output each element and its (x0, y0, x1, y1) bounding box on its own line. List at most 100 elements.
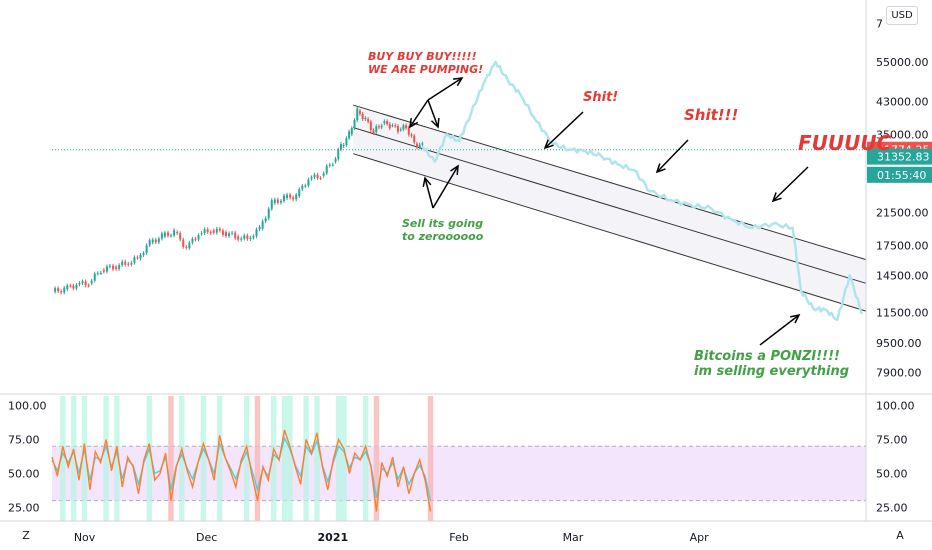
oscillator-overbought-highlight (103, 396, 109, 521)
candle-body (407, 127, 410, 135)
channel-line-1[interactable] (353, 104, 867, 261)
candle-body (396, 126, 399, 132)
zoom-button[interactable]: Z (22, 529, 30, 542)
candle-body (380, 125, 383, 128)
oscillator-oversold-highlight (254, 396, 261, 521)
candle-body (375, 126, 378, 132)
candle-body (209, 231, 212, 234)
candle-body (310, 177, 313, 179)
arrow-ponzi (759, 314, 800, 346)
candle-body (261, 221, 264, 229)
candle-body (270, 200, 273, 209)
price-pane[interactable] (52, 60, 867, 321)
oscillator-oversold-highlight (168, 396, 174, 521)
candle-body (386, 121, 389, 125)
candle-body (388, 124, 391, 129)
auto-scale-button[interactable]: A (896, 529, 904, 542)
candle-body (234, 232, 237, 239)
channel-line-3[interactable] (353, 153, 867, 312)
candle-body (316, 174, 319, 179)
candle-body (78, 283, 81, 285)
arrow-shit-2-head (655, 163, 666, 174)
projection-line[interactable] (421, 60, 864, 321)
candle-body (136, 257, 139, 259)
price-tick-label: 9500.00 (876, 337, 922, 350)
currency-button[interactable]: USD (886, 6, 918, 25)
arrow-buy-1 (409, 99, 429, 128)
candle-body (337, 149, 340, 159)
candle-body (339, 144, 342, 150)
candle-body (402, 125, 405, 130)
candle-body (353, 120, 356, 129)
candle-body (99, 272, 102, 274)
candle-body (358, 110, 361, 114)
candle-body (157, 238, 160, 243)
candle-body (369, 121, 372, 131)
candle-body (54, 288, 57, 292)
candle-body (391, 125, 394, 127)
annotations-layer: BUY BUY BUY!!!!!WE ARE PUMPING! Sell its … (368, 50, 892, 379)
oscillator-oversold-highlight (427, 396, 434, 521)
candle-body (307, 179, 310, 186)
arrow-fuck (772, 166, 809, 202)
arrow-shit-2 (656, 139, 689, 173)
candle-body (301, 185, 304, 190)
candle-body (176, 232, 179, 234)
candle-body (75, 284, 78, 289)
candle-body (200, 232, 203, 234)
candle-body (133, 257, 136, 263)
candle-body (90, 280, 93, 284)
price-tick-label: 7900.00 (876, 367, 922, 380)
arrow-shit-1 (544, 111, 584, 149)
time-tick-label: 2021 (318, 531, 349, 544)
candle-body (348, 131, 351, 139)
arrow-sell-2 (432, 165, 459, 209)
oscillator-overbought-highlight (341, 396, 347, 521)
time-tick-label: Apr (690, 531, 710, 544)
oscillator-tick-label: 100.00 (876, 400, 915, 413)
candle-body (72, 285, 75, 289)
candle-body (267, 208, 270, 219)
candle-body (66, 285, 69, 290)
price-tick-label: 14500.00 (876, 269, 929, 282)
candle-body (231, 232, 234, 234)
oscillator-tick-label: 25.00 (876, 501, 908, 514)
candle-body (289, 194, 292, 198)
candle-body (115, 266, 118, 269)
candle-body (63, 287, 66, 293)
price-tick-label: 7 (876, 17, 883, 30)
candle-body (295, 194, 298, 200)
candle-body (394, 125, 397, 127)
oscillator-overbought-highlight (335, 396, 342, 521)
countdown-badge (867, 166, 932, 183)
candle-body (415, 143, 418, 148)
candle-body (148, 240, 151, 246)
time-tick-label: Dec (196, 531, 217, 544)
candle-body (163, 232, 166, 237)
arrow-shit-1-head (543, 139, 554, 150)
candle-body (96, 273, 99, 275)
annotation-shit-1: Shit! (583, 90, 618, 105)
candle-body (118, 265, 121, 269)
oscillator-left-tick-label: 100.00 (8, 400, 47, 413)
candle-body (342, 144, 345, 147)
candle-body (228, 233, 231, 236)
candle-body (105, 266, 108, 272)
secondary-price-label: 31352.83 (877, 151, 930, 164)
candle-body (258, 226, 261, 230)
arrow-sell-1-head (422, 176, 432, 187)
oscillator-overbought-highlight (314, 396, 320, 521)
price-tick-label: 35000.00 (876, 128, 929, 141)
arrow-buy-1-head (409, 117, 419, 129)
candle-body (328, 164, 331, 166)
annotation-ponzi: im selling everything (694, 364, 849, 379)
candle-body (399, 129, 402, 131)
candle-body (367, 119, 370, 122)
countdown-label: 01:55:40 (877, 169, 926, 182)
oscillator-overbought-highlight (146, 396, 153, 521)
oscillator-left-tick-label: 50.00 (8, 467, 40, 480)
candle-body (108, 265, 111, 267)
candle-body (361, 113, 364, 120)
candle-body (127, 263, 130, 265)
oscillator-pane[interactable] (51, 396, 866, 521)
